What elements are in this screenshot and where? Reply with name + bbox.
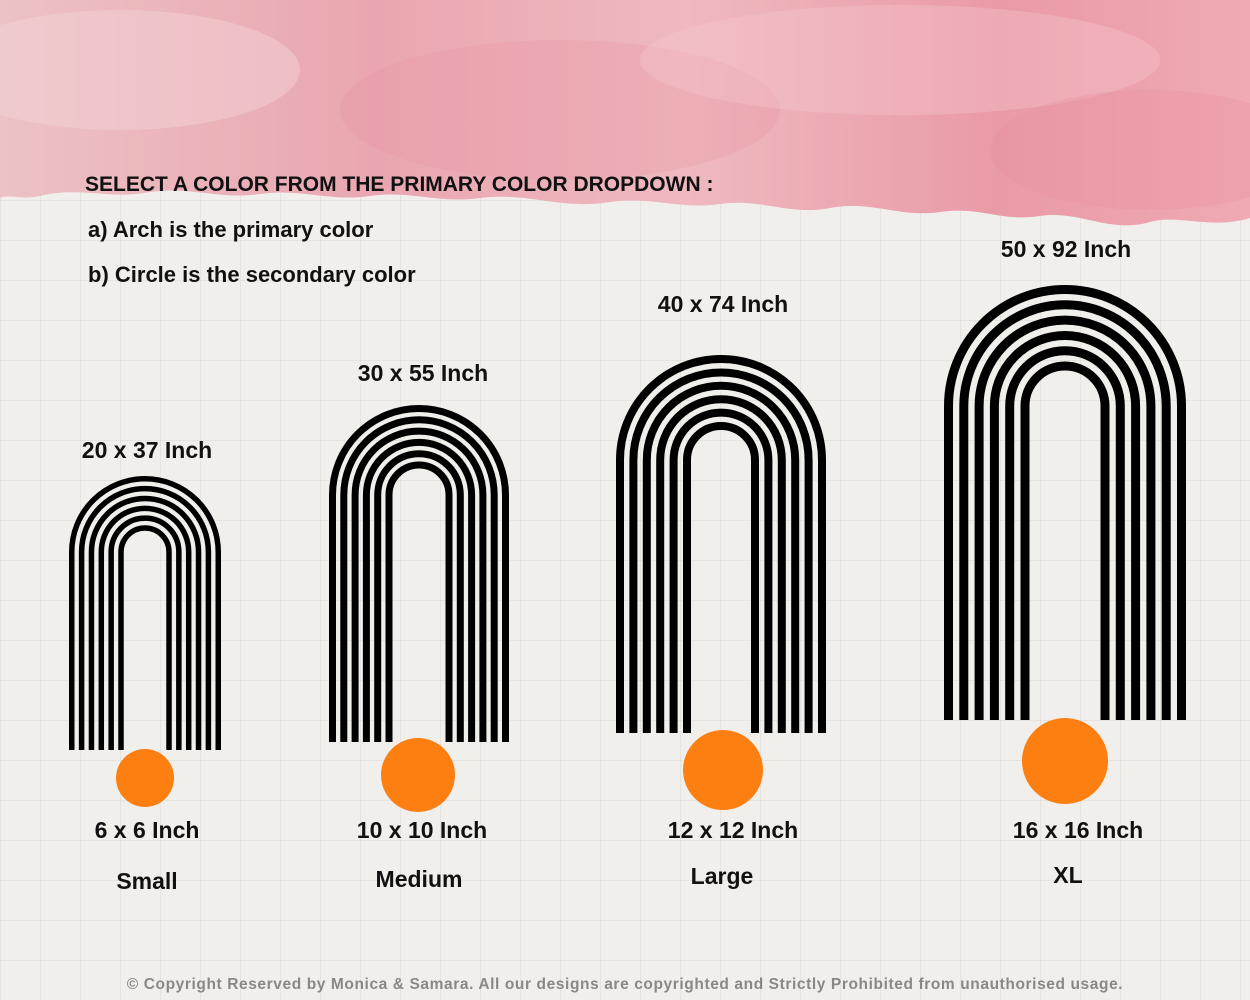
size-label-medium: Medium — [375, 866, 463, 892]
arch-stripe — [669, 408, 773, 733]
arch-large — [616, 355, 826, 733]
circle-size-large: 12 x 12 Inch — [667, 817, 799, 843]
watercolor-banner — [0, 0, 1250, 226]
arch-stripe — [616, 355, 826, 733]
arch-stripe — [118, 525, 172, 750]
circle-medium — [381, 738, 455, 812]
arch-stripe — [642, 381, 800, 733]
arch-stripe — [351, 427, 487, 742]
arch-stripe — [1005, 346, 1125, 720]
circle-size-medium: 10 x 10 Inch — [356, 817, 488, 843]
arch-size-large: 40 x 74 Inch — [657, 291, 789, 317]
circle-small — [116, 749, 174, 807]
arch-stripe — [88, 495, 202, 750]
arch-stripe — [385, 461, 453, 742]
arch-stripe — [78, 485, 212, 750]
arch-size-medium: 30 x 55 Inch — [357, 360, 489, 386]
arch-stripe — [374, 450, 464, 742]
arch-stripe — [98, 505, 192, 750]
arch-stripe — [656, 395, 786, 733]
circle-size-xl: 16 x 16 Inch — [1012, 817, 1144, 843]
arch-stripe — [944, 285, 1186, 720]
arch-stripe — [989, 330, 1141, 720]
arch-stripe — [362, 438, 476, 742]
size-label-xl: XL — [1053, 862, 1083, 888]
arch-stripe — [683, 422, 759, 733]
copyright-footer: © Copyright Reserved by Monica & Samara.… — [126, 976, 1124, 993]
arch-medium — [329, 405, 509, 742]
arch-small — [69, 476, 221, 750]
arch-stripe — [69, 476, 221, 750]
circle-xl — [1022, 718, 1108, 804]
instructions-heading: SELECT A COLOR FROM THE PRIMARY COLOR DR… — [85, 173, 714, 196]
instruction-arch: a) Arch is the primary color — [88, 217, 374, 242]
circle-size-small: 6 x 6 Inch — [94, 817, 200, 843]
size-label-large: Large — [690, 863, 754, 889]
size-label-small: Small — [116, 868, 178, 894]
arch-stripe — [329, 405, 509, 742]
arch-stripe — [108, 515, 182, 750]
arch-stripe — [1020, 361, 1110, 720]
instruction-circle: b) Circle is the secondary color — [88, 262, 416, 287]
arch-stripe — [340, 416, 498, 742]
arch-stripe — [959, 300, 1171, 720]
arch-xl — [944, 285, 1186, 720]
arch-stripe — [974, 315, 1156, 720]
arch-size-small: 20 x 37 Inch — [81, 437, 213, 463]
circle-large — [683, 730, 763, 810]
arch-size-xl: 50 x 92 Inch — [1000, 236, 1132, 262]
arch-stripe — [629, 368, 813, 733]
